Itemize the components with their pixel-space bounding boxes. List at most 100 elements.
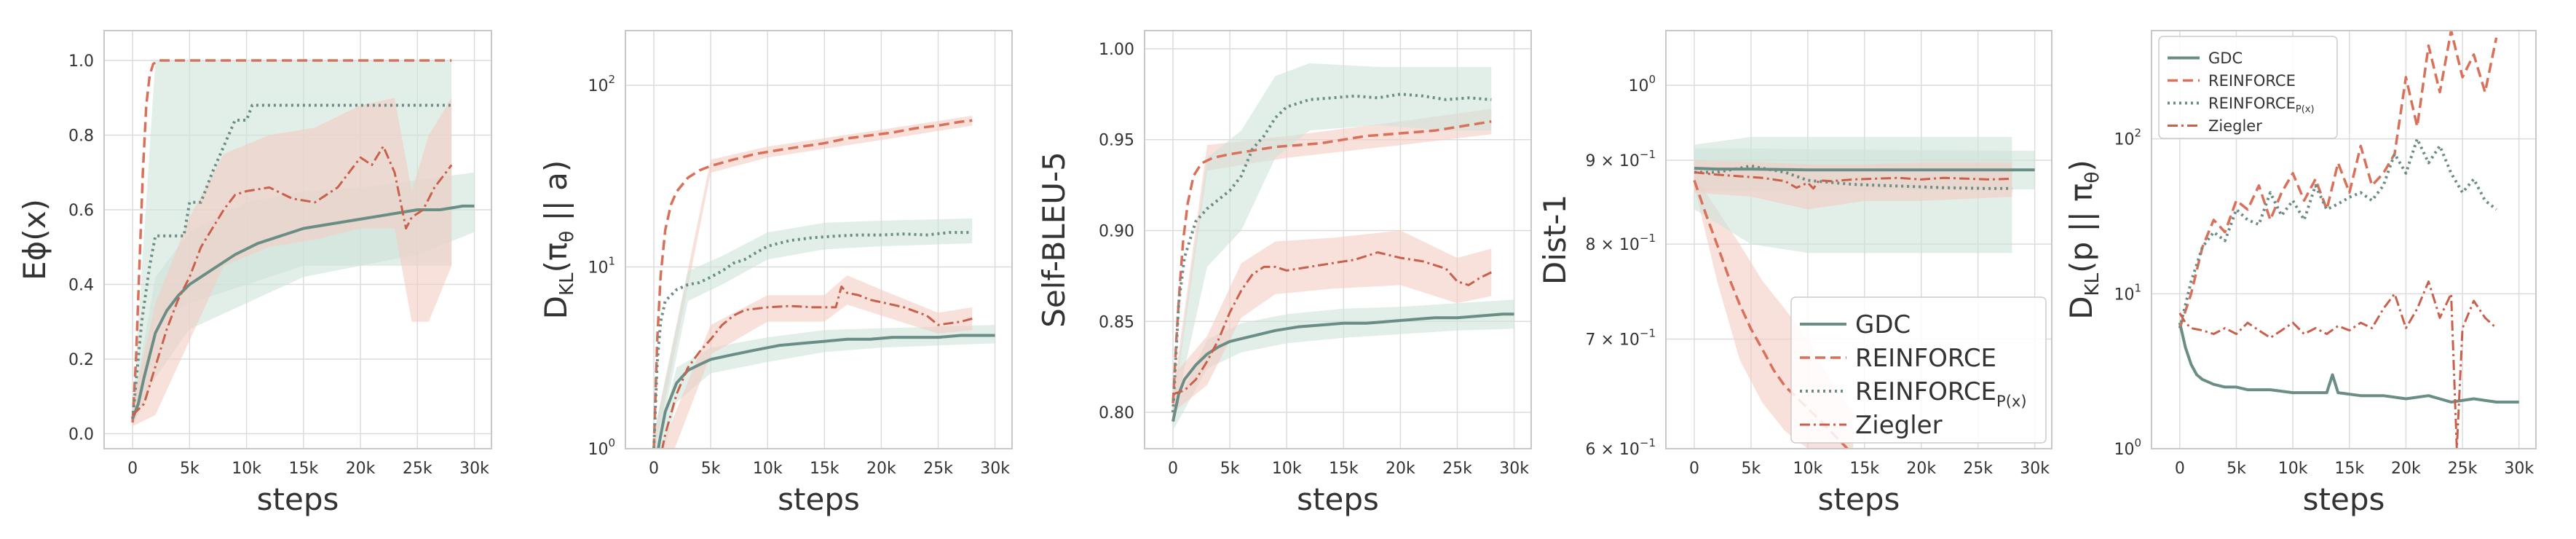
confidence-band-3 [1173, 63, 1492, 422]
legend-entry-label: GDC [2208, 50, 2243, 67]
series-line-4 [132, 145, 453, 416]
legend: GDC REINFORCE REINFORCEP(x)Ziegler [1790, 296, 2047, 444]
x-tick-label: 30k [2504, 460, 2534, 478]
y-tick-label: 9 × 10−1 [1585, 148, 1656, 170]
x-tick-label: 20k [866, 460, 896, 478]
chart-panel-3: 0 5k 10k 15k 20k 25k 30k 0.80 0.85 0.90 0.95 1.00 st… [1036, 30, 1532, 517]
legend-box [1790, 296, 2047, 444]
y-tick-label: 0.0 [68, 426, 94, 444]
x-tick-label: 10k [232, 460, 261, 478]
plot-marks [131, 59, 475, 427]
y-tick-label: 8 × 10−1 [1585, 232, 1656, 254]
confidence-band-1 [655, 325, 995, 449]
x-tick-label: 0 [1689, 460, 1699, 478]
y-tick-label: 0.90 [1099, 223, 1134, 241]
series-line-3 [2178, 137, 2497, 328]
confidence-band-4 [1694, 160, 2012, 210]
x-tick-label: 30k [1499, 460, 1529, 478]
y-tick-label: 6 × 10−1 [1585, 436, 1656, 459]
x-axis-label: steps [1297, 481, 1379, 517]
confidence-band-3 [654, 218, 973, 449]
series-line-1 [2178, 322, 2519, 404]
legend-entry-label: GDC [1855, 310, 1911, 339]
confidence-band-4 [133, 98, 452, 427]
plot-frame [1665, 30, 2052, 449]
y-tick-label: 1.0 [68, 52, 94, 71]
legend-box [2158, 36, 2338, 139]
y-tick-label: 0.2 [68, 351, 94, 369]
series-line-3 [1694, 164, 2012, 190]
y-tick-label: 0.80 [1099, 404, 1134, 422]
y-tick-label: 0.95 [1099, 132, 1134, 150]
y-tick-label: 0.85 [1099, 313, 1134, 331]
series-line-1 [1172, 312, 1514, 422]
y-tick-label: 0.6 [68, 202, 94, 220]
plot-marks [652, 115, 995, 449]
x-tick-label: 25k [1963, 460, 1993, 478]
x-tick-label: 15k [288, 460, 318, 478]
series-line-4 [2178, 280, 2497, 449]
series-line-2 [2178, 31, 2498, 329]
x-tick-label: 10k [1272, 460, 1302, 478]
x-tick-label: 25k [403, 460, 432, 478]
series-line-2 [1172, 120, 1492, 404]
plot-marks [1172, 63, 1514, 430]
series-line-1 [131, 204, 475, 420]
x-axis-label: steps [257, 481, 339, 517]
chart-panel-1: 0 5k 10k 15k 20k 25k 30k 0.0 0.2 0.4 0.6 0.8 1.0 step… [17, 30, 492, 517]
x-tick-label: 30k [980, 460, 1010, 478]
x-tick-label: 15k [1329, 460, 1359, 478]
legend-entry-label: REINFORCEP(x) [1855, 377, 2027, 410]
x-tick-label: 15k [810, 460, 839, 478]
legend-entry-label: Ziegler [1855, 411, 1943, 440]
y-axis-label: DKL(p || πθ) [2063, 160, 2103, 320]
confidence-band-1 [1173, 299, 1514, 430]
series-line-3 [131, 103, 452, 420]
y-tick-label: 7 × 10−1 [1585, 326, 1656, 349]
series-line-1 [1694, 167, 2035, 172]
y-tick-label: 102 [588, 73, 615, 95]
series-line-2 [131, 59, 452, 423]
y-axis-label: DKL(πθ || a) [538, 160, 578, 320]
x-tick-label: 20k [1386, 460, 1415, 478]
y-tick-label: 100 [2114, 436, 2141, 459]
x-axis-label: steps [778, 481, 860, 517]
x-axis-label: steps [1818, 481, 1900, 517]
y-tick-label: 0.8 [68, 127, 94, 146]
y-axis-label: Eϕ(x) [17, 199, 52, 280]
plot-frame [1144, 30, 1532, 449]
x-tick-label: 25k [1442, 460, 1472, 478]
series-line-3 [652, 231, 973, 449]
y-tick-label: 100 [1628, 73, 1656, 95]
y-tick-label: 1.00 [1099, 41, 1134, 59]
x-tick-label: 25k [2448, 460, 2478, 478]
series-line-3 [1172, 93, 1492, 413]
plot-frame [103, 30, 492, 449]
panels: 0 5k 10k 15k 20k 25k 30k 0.0 0.2 0.4 0.6 0.8 1.0 step… [17, 30, 2537, 517]
legend-entry-label: REINFORCEP(x) [2208, 95, 2315, 115]
series-line-4 [1172, 251, 1492, 396]
y-tick-label: 102 [2114, 127, 2141, 149]
y-tick-label: 0.4 [68, 277, 94, 295]
y-tick-label: 101 [588, 255, 615, 278]
y-axis-label: Dist-1 [1537, 194, 1573, 285]
series-line-4 [661, 286, 973, 449]
legend-entry-label: REINFORCE [1855, 344, 1996, 373]
x-tick-label: 5k [1220, 460, 1240, 478]
chart-panel-4: 0 5k 10k 15k 20k 25k 30k 6 × 10−1 7 × 10−1 8 × 10… [1537, 30, 2052, 517]
plot-frame [2151, 30, 2537, 449]
plot-marks [2178, 31, 2519, 449]
confidence-band-4 [660, 275, 973, 449]
x-tick-label: 10k [2278, 460, 2308, 478]
x-tick-label: 15k [1849, 460, 1879, 478]
series-line-1 [657, 334, 995, 449]
x-tick-label: 0 [2175, 460, 2185, 478]
x-tick-label: 30k [2020, 460, 2050, 478]
y-tick-label: 100 [588, 436, 615, 459]
x-tick-label: 5k [1742, 460, 1761, 478]
y-axis-label: Self-BLEU-5 [1036, 152, 1072, 328]
x-tick-label: 25k [923, 460, 953, 478]
x-tick-label: 0 [649, 460, 659, 478]
x-tick-label: 5k [701, 460, 721, 478]
